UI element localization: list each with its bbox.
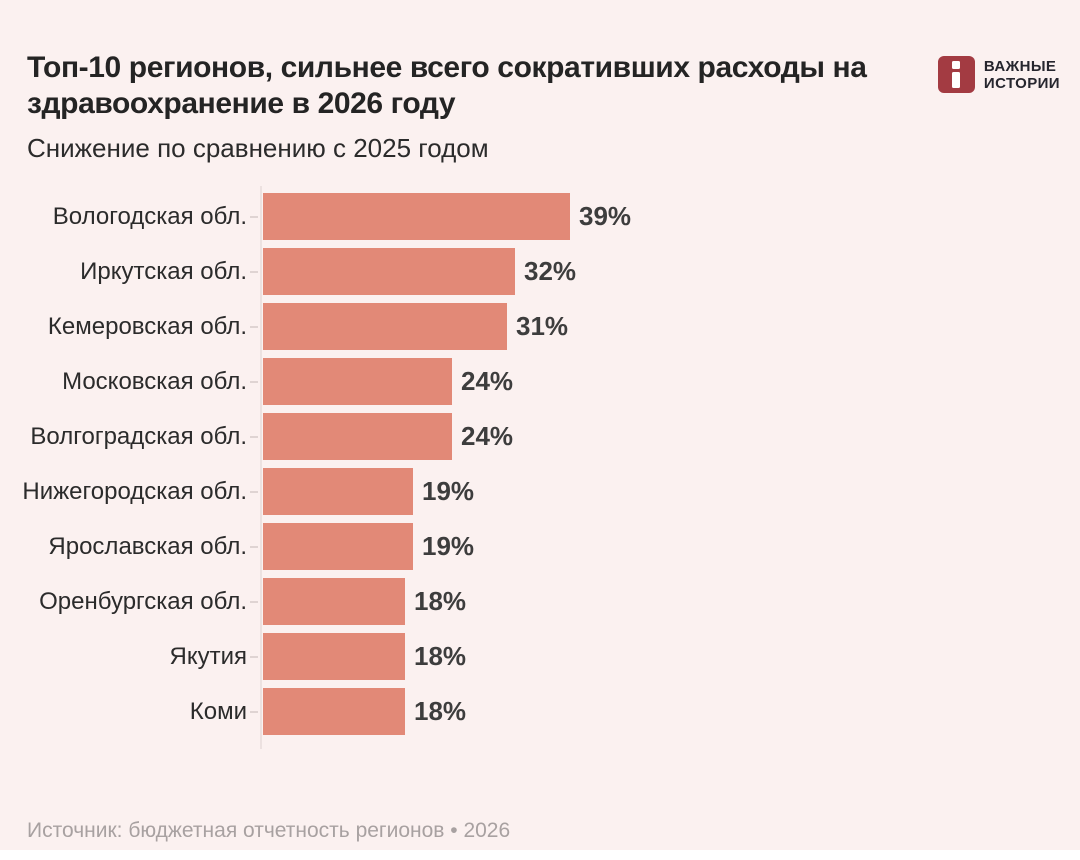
logo-wordmark: ВАЖНЫЕ ИСТОРИИ [984,56,1060,92]
bar [263,193,570,240]
axis-tick [250,325,258,328]
value-label: 39% [579,201,632,231]
source-note: Источник: бюджетная отчетность регионов … [27,819,511,842]
bar [263,303,507,350]
axis-tick [250,215,258,218]
category-label: Оренбургская обл. [39,587,247,615]
value-label: 24% [461,366,514,396]
bar-row: Иркутская обл. 32% [0,244,1080,299]
category-label: Волгоградская обл. [30,422,247,450]
axis-tick [250,545,258,548]
value-label: 32% [524,256,577,286]
category-label: Московская обл. [62,367,247,395]
bar [263,688,405,735]
category-label: Ярославская обл. [48,532,247,560]
bar-chart: Вологодская обл. 39% Иркутская обл. 32% Кеме… [0,186,1080,749]
bar-row: Коми 18% [0,684,1080,739]
axis-tick [250,490,258,493]
bar-row: Оренбургская обл. 18% [0,574,1080,629]
bar-row: Ярославская обл. 19% [0,519,1080,574]
logo-i-stem [952,72,961,88]
axis-tick [250,270,258,273]
logo-i-dot [952,61,961,69]
axis-tick [250,655,258,658]
bar [263,578,405,625]
value-label: 31% [516,311,569,341]
value-label: 18% [414,641,467,671]
value-label: 19% [422,531,475,561]
bar-rows: Вологодская обл. 39% Иркутская обл. 32% Кеме… [0,189,1080,739]
bar [263,248,515,295]
bar [263,523,413,570]
i-stories-logo-icon [937,56,975,93]
axis-tick [250,710,258,713]
logo-wordmark-line2: ИСТОРИИ [983,75,1060,92]
category-label: Кемеровская обл. [47,312,247,340]
logo-wordmark-line1: ВАЖНЫЕ [983,58,1057,75]
category-label: Нижегородская обл. [22,477,247,505]
value-label: 24% [461,421,514,451]
bar-row: Нижегородская обл. 19% [0,464,1080,519]
y-axis-line [260,186,262,749]
category-label: Якутия [169,642,248,670]
logo: ВАЖНЫЕ ИСТОРИИ [937,56,1060,93]
chart-subtitle: Снижение по сравнению с 2025 годом [27,133,489,163]
value-label: 19% [422,476,475,506]
axis-tick [250,435,258,438]
category-label: Коми [189,697,247,725]
bar-row: Вологодская обл. 39% [0,189,1080,244]
bar-row: Московская обл. 24% [0,354,1080,409]
infographic-page: ВАЖНЫЕ ИСТОРИИ Топ-10 регионов, сильнее … [0,50,1080,860]
axis-tick [250,600,258,603]
value-label: 18% [414,586,467,616]
value-label: 18% [414,696,467,726]
bar [263,413,452,460]
bar-row: Волгоградская обл. 24% [0,409,1080,464]
category-label: Иркутская обл. [80,257,247,285]
chart-title: Топ-10 регионов, сильнее всего сокративш… [27,51,867,120]
bar-row: Кемеровская обл. 31% [0,299,1080,354]
bar [263,358,452,405]
category-label: Вологодская обл. [52,202,247,230]
bar-row: Якутия 18% [0,629,1080,684]
bar [263,633,405,680]
axis-tick [250,380,258,383]
bar [263,468,413,515]
bottom-strip [0,850,1080,860]
